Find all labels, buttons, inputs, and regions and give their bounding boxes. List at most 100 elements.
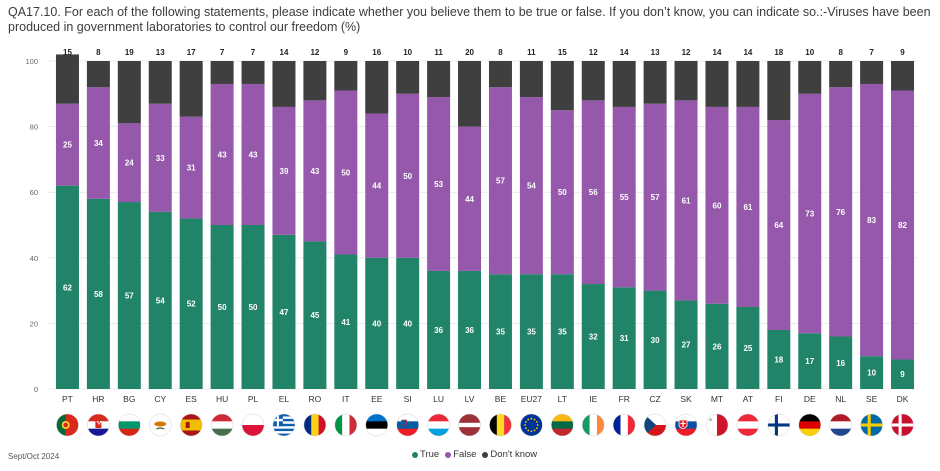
x-tick-label: DK	[897, 394, 909, 404]
data-label-dont-know: 8	[96, 48, 101, 57]
x-tick-label: PL	[248, 394, 259, 404]
bar-segment-don-t-know-fr	[612, 61, 636, 107]
legend-swatch-false	[445, 451, 452, 458]
data-label: 50	[218, 303, 227, 312]
bar-segment-true-it	[334, 254, 358, 389]
legend-item-true: True	[412, 449, 439, 460]
x-tick-label: ES	[186, 394, 198, 404]
bar-segment-false-de	[798, 93, 822, 334]
data-label: 43	[218, 150, 227, 159]
x-tick-label: FI	[775, 394, 783, 404]
data-label-dont-know: 10	[805, 48, 814, 57]
x-tick-label: BE	[495, 394, 507, 404]
data-label: 61	[743, 203, 752, 212]
data-label: 32	[589, 333, 598, 342]
data-label: 41	[341, 318, 350, 327]
data-label: 60	[713, 201, 722, 210]
bar-segment-don-t-know-ro	[303, 61, 327, 101]
bar-segment-true-fi	[767, 329, 791, 389]
data-label: 27	[682, 341, 691, 350]
data-label: 43	[249, 150, 258, 159]
data-label-dont-know: 8	[838, 48, 843, 57]
bar-segment-true-nl	[829, 336, 853, 389]
data-label: 25	[743, 344, 752, 353]
legend-label-true: True	[420, 449, 440, 460]
legend-swatch-true	[412, 451, 418, 458]
data-label-dont-know: 17	[187, 48, 196, 57]
data-label: 35	[527, 328, 536, 337]
data-label: 43	[310, 167, 319, 176]
bar-segment-true-hr	[86, 198, 110, 389]
x-tick-label: IT	[342, 394, 350, 404]
bar-segment-true-pt	[55, 185, 79, 389]
data-label-dont-know: 14	[713, 48, 722, 57]
bar-segment-false-lt	[550, 110, 574, 275]
bar-segment-false-lv	[458, 126, 482, 271]
data-label: 54	[156, 296, 165, 305]
denmark-flag-icon	[891, 413, 914, 437]
x-tick-label: SI	[404, 394, 412, 404]
portugal-flag-icon	[56, 413, 79, 437]
spain-flag-icon	[179, 413, 203, 437]
bar-segment-false-eu27	[519, 97, 543, 275]
x-tick-label: LT	[558, 394, 567, 404]
greece-flag-icon	[272, 413, 296, 437]
x-tick-label: RO	[309, 394, 322, 404]
bar-segment-don-t-know-pl	[241, 61, 265, 84]
data-label: 50	[403, 172, 412, 181]
data-label: 35	[496, 328, 505, 337]
data-label: 61	[682, 196, 691, 205]
bar-segment-false-fi	[767, 120, 791, 330]
bar-segment-false-cy	[148, 103, 172, 212]
bar-segment-false-dk	[891, 90, 915, 360]
bar-segment-true-cz	[643, 290, 667, 389]
y-tick-label: 40	[30, 254, 38, 263]
bar-segment-true-el	[272, 234, 296, 389]
y-axis: 0 20 40 60 80 100	[25, 57, 38, 394]
belgium-flag-icon	[489, 413, 512, 437]
x-tick-label: EL	[279, 394, 290, 404]
x-tick-label: DE	[804, 394, 816, 404]
bar-segment-true-de	[798, 333, 822, 389]
data-label: 18	[774, 355, 783, 364]
data-label-dont-know: 18	[774, 48, 783, 57]
hungary-flag-icon	[210, 413, 234, 437]
stacked-bar-chart: 0 20 40 60 80 100 62 25 15 58 34 8 57 24 19 54 33 13 52 31…	[25, 48, 918, 437]
bar-segment-true-mt	[705, 303, 729, 389]
bar-segment-true-dk	[891, 359, 915, 389]
bar-segment-false-ro	[303, 100, 327, 242]
bar-segment-true-lv	[458, 270, 482, 389]
x-tick-label: IE	[589, 394, 597, 404]
data-label: 26	[713, 342, 722, 351]
slovakia-flag-icon	[674, 413, 698, 437]
bar-segment-false-cz	[643, 103, 667, 291]
bar-segment-false-si	[396, 93, 420, 258]
data-label: 40	[403, 319, 412, 328]
croatia-flag-icon	[87, 413, 110, 437]
bar-segment-false-mt	[705, 106, 729, 304]
data-label: 17	[805, 357, 814, 366]
lithuania-flag-icon	[551, 413, 574, 437]
data-label-dont-know: 14	[743, 48, 752, 57]
data-label: 24	[125, 159, 134, 168]
data-labels: 62 25 15 58 34 8 57 24 19 54 33 13 52 31 17 50 43 7 50 43 7 4…	[63, 48, 908, 379]
data-label: 50	[249, 303, 258, 312]
legend-swatch-dont-know	[482, 451, 489, 458]
malta-flag-icon	[705, 413, 729, 437]
bar-segment-false-pl	[241, 83, 265, 226]
bar-segment-don-t-know-es	[179, 61, 203, 117]
data-label-dont-know: 8	[498, 48, 503, 57]
y-tick-label: 0	[34, 385, 38, 394]
data-label-dont-know: 11	[434, 48, 443, 57]
bar-segment-don-t-know-cz	[643, 61, 667, 104]
bar-segment-true-lu	[427, 270, 451, 389]
data-label: 73	[805, 210, 814, 219]
data-label-dont-know: 16	[372, 48, 381, 57]
y-tick-label: 80	[30, 123, 38, 132]
bar-segment-true-bg	[117, 202, 141, 389]
data-label: 36	[434, 326, 443, 335]
bar-segment-don-t-know-lv	[458, 61, 482, 127]
x-tick-label: BG	[123, 394, 135, 404]
data-label: 56	[589, 188, 598, 197]
bar-segment-false-at	[736, 106, 760, 307]
